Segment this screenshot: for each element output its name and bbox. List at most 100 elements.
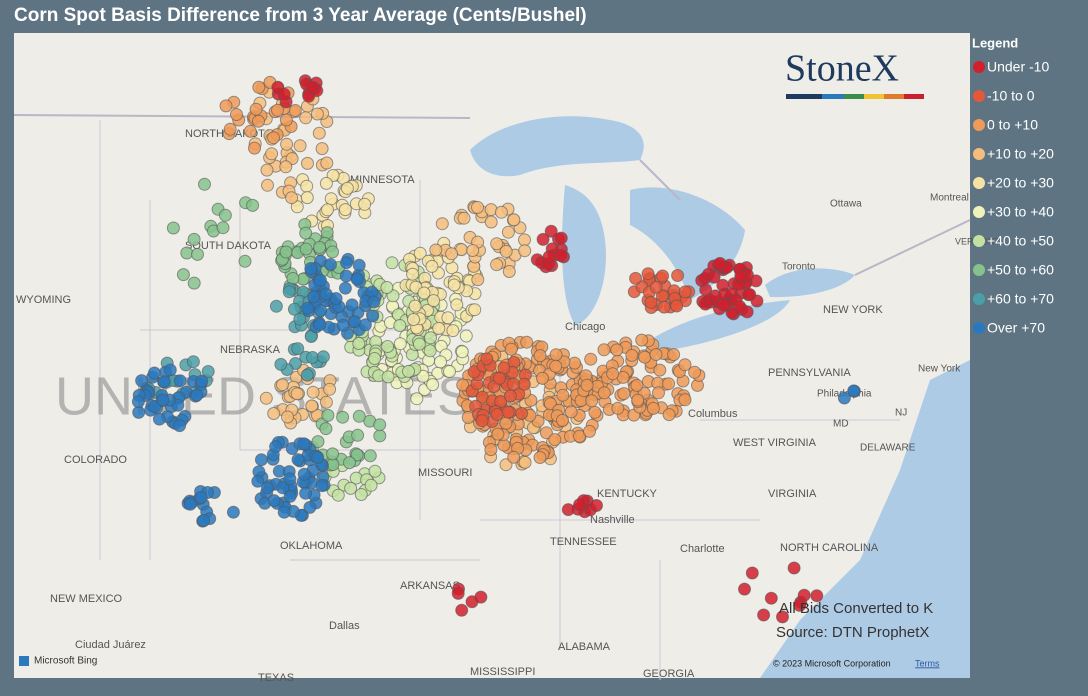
bid-dot <box>300 179 314 193</box>
bid-dot <box>656 269 670 283</box>
bid-dot <box>652 386 665 400</box>
bid-dot <box>276 481 290 495</box>
map-label: DELAWARE <box>860 443 916 454</box>
legend-swatch <box>973 293 985 305</box>
bid-dot <box>490 407 504 421</box>
map-label: Ciudad Juárez <box>75 639 146 651</box>
bid-dot <box>542 250 556 264</box>
bid-dot <box>267 407 281 420</box>
bid-dot <box>451 586 465 600</box>
bid-dot <box>312 126 326 140</box>
bid-dot <box>432 321 446 335</box>
bid-dot <box>441 311 455 325</box>
bid-dot <box>617 387 631 401</box>
bid-dot <box>471 273 485 287</box>
logo-bar-segment <box>884 94 904 99</box>
bid-dot <box>191 247 204 261</box>
map-label: MINNESOTA <box>350 174 415 186</box>
bid-dot <box>662 377 676 391</box>
bid-dot <box>373 429 387 443</box>
bid-dot <box>554 231 568 245</box>
bid-dot <box>549 359 563 373</box>
bid-dot <box>429 243 443 257</box>
bid-dot <box>573 498 587 512</box>
bid-dot <box>267 494 281 508</box>
bid-dot <box>277 505 291 519</box>
bid-dot <box>310 107 324 121</box>
map-label: ARKANSAS <box>400 580 460 592</box>
bid-dot <box>166 221 180 235</box>
bid-dot <box>678 285 692 299</box>
bid-dot <box>354 488 368 501</box>
bid-dot <box>293 139 307 153</box>
bid-dot <box>260 163 274 177</box>
bid-dot <box>314 304 328 317</box>
bid-dot <box>657 300 671 314</box>
bid-dot <box>252 80 266 94</box>
bid-dot <box>238 254 252 268</box>
legend-label: +50 to +60 <box>987 262 1054 278</box>
bid-dot <box>716 298 730 312</box>
logo-bar <box>786 94 924 99</box>
bid-dot <box>518 233 531 247</box>
bid-dot <box>447 278 461 292</box>
bid-dot <box>345 298 359 312</box>
lake-ontario <box>765 268 855 298</box>
bid-dot <box>313 318 327 332</box>
bid-dot <box>173 419 187 433</box>
legend-label: 0 to +10 <box>987 117 1038 133</box>
bid-dot <box>157 375 171 389</box>
bid-dot <box>507 213 521 227</box>
bid-dot <box>764 591 778 605</box>
logo-bar-segment <box>822 94 844 99</box>
bid-dot <box>797 588 811 602</box>
bid-dot <box>287 302 301 316</box>
legend-swatch <box>973 235 985 247</box>
terms-link[interactable]: Terms <box>915 658 940 668</box>
map-label: VIRGINIA <box>768 488 817 500</box>
bid-dot <box>132 405 146 419</box>
map-label: COLORADO <box>64 454 127 466</box>
bid-dot <box>290 387 304 401</box>
bid-dot <box>283 489 297 503</box>
bid-dot <box>539 426 553 440</box>
bid-dot <box>331 488 345 502</box>
bid-dot <box>367 295 381 309</box>
bid-dot <box>321 408 335 422</box>
bid-dot <box>536 232 550 246</box>
bid-dot <box>373 418 387 432</box>
legend-swatch <box>973 177 985 189</box>
bid-dot <box>340 181 354 195</box>
bid-dot <box>261 481 274 495</box>
legend-swatch <box>973 206 985 218</box>
bid-dot <box>306 351 319 364</box>
bid-dot <box>187 276 201 290</box>
bid-dot <box>305 399 319 413</box>
bid-dot <box>279 160 293 174</box>
map-label: WYOMING <box>16 294 71 306</box>
bid-dot <box>319 395 333 409</box>
bid-dot <box>713 256 727 270</box>
bid-dot <box>456 378 470 392</box>
map-label: MD <box>833 419 849 430</box>
bid-dot <box>450 298 464 312</box>
bid-dot <box>163 363 177 377</box>
bid-dot <box>580 378 594 392</box>
bid-dot <box>490 237 504 251</box>
logo-bar-segment <box>904 94 924 99</box>
bid-dot <box>426 378 440 392</box>
legend-label: Under -10 <box>987 59 1049 75</box>
legend-title: Legend <box>972 35 1018 50</box>
bid-dot <box>320 156 334 170</box>
bid-dot <box>445 247 459 261</box>
bid-dot <box>156 393 170 407</box>
bid-dot <box>837 391 851 405</box>
bid-dot <box>738 582 751 596</box>
map-label: TEXAS <box>258 672 294 684</box>
bid-dot <box>299 226 313 240</box>
bid-dot <box>480 352 494 366</box>
bid-dot <box>358 197 372 211</box>
bid-dot <box>304 262 318 275</box>
bid-dot <box>152 412 166 426</box>
bid-dot <box>352 409 366 423</box>
